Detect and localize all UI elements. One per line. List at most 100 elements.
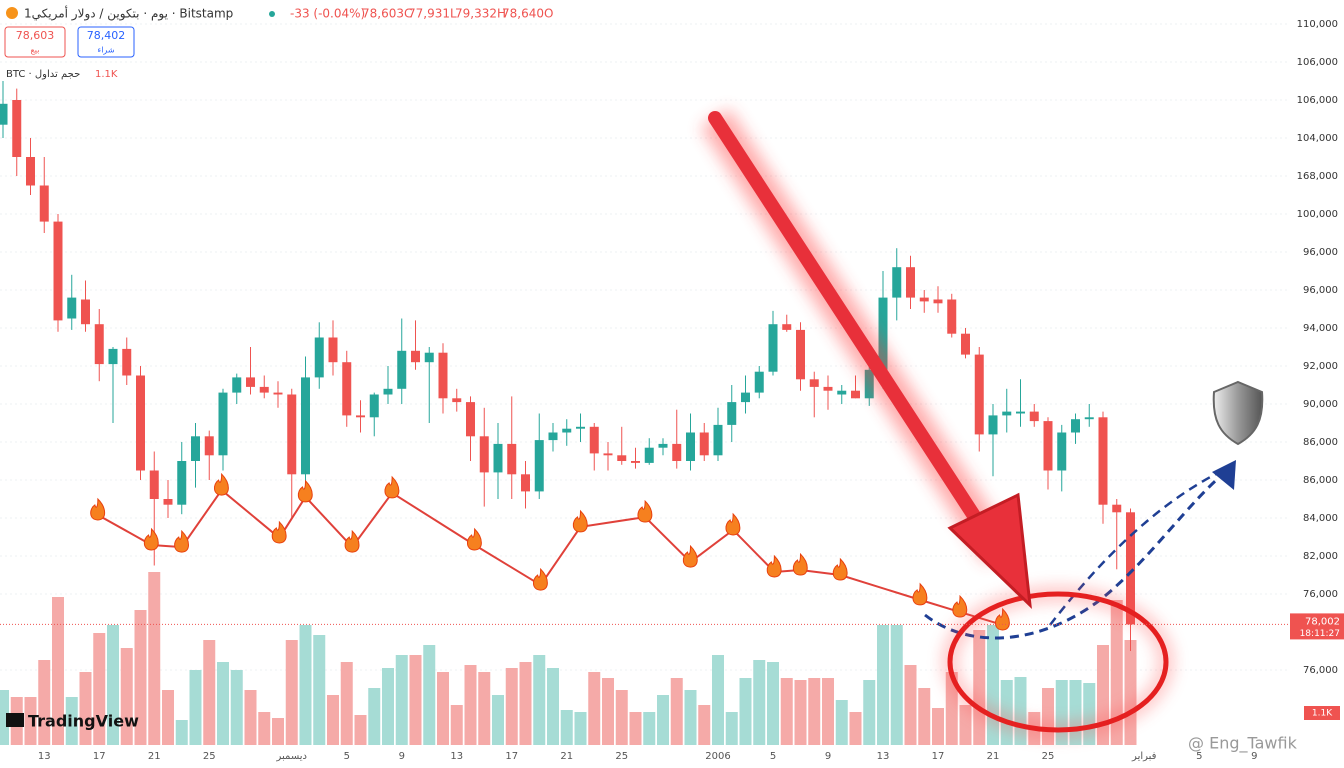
candle-body [933, 299, 943, 304]
candle-body [122, 348, 132, 376]
volume-bar [835, 700, 848, 745]
volume-bar [1014, 677, 1027, 745]
flame-marker [143, 527, 159, 551]
volume-bar [684, 690, 697, 745]
candle-body [314, 337, 324, 378]
y-tick-label: 76,000 [1303, 665, 1338, 676]
flame-marker [912, 582, 928, 606]
volume-bar [368, 688, 381, 745]
candle-body [713, 424, 723, 456]
y-tick-label: 106,000 [1297, 95, 1338, 106]
volume-bar [1000, 680, 1013, 745]
candle-body [961, 333, 970, 355]
x-tick-label: 17 [93, 751, 106, 762]
candle-body [136, 375, 145, 471]
candle-body [163, 499, 173, 505]
big-arrow [708, 111, 1002, 555]
candle-body [727, 402, 737, 425]
flame-marker [174, 529, 189, 553]
volume-bar [698, 705, 711, 745]
flame-marker [682, 544, 698, 568]
x-tick-label: 2006 [705, 751, 730, 762]
volume-bar [1110, 600, 1123, 745]
volume-bar [285, 640, 298, 745]
candle-body [1112, 504, 1122, 513]
volume-bar [712, 655, 724, 745]
volume-bar [643, 712, 656, 745]
candle-body [1002, 411, 1012, 416]
overlay [90, 472, 1010, 631]
x-tick-label: 25 [1042, 751, 1055, 762]
candle-body [397, 350, 407, 389]
y-tick-label: 168,000 [1297, 171, 1338, 182]
x-tick-label: 21 [148, 751, 161, 762]
candle-body [94, 324, 104, 365]
sell-label: بيع [31, 46, 40, 55]
candle-body [906, 267, 915, 298]
volume-bar [162, 690, 174, 745]
candle-body [548, 432, 558, 441]
candle-body [108, 348, 118, 365]
brand: TradingView [28, 712, 139, 731]
volume-bar [340, 662, 353, 745]
candles [0, 81, 1135, 651]
candle-body [658, 443, 668, 448]
candle-body [851, 390, 860, 399]
curve-arrowhead [1212, 460, 1236, 490]
volume-bar [313, 635, 326, 745]
y-tick-label: 110,000 [1297, 19, 1338, 30]
x-tick-label: 5 [1196, 751, 1202, 762]
volume-bar [1124, 640, 1137, 745]
volume-bar [395, 655, 408, 745]
y-tick-label: 100,000 [1297, 209, 1338, 220]
candle-body [273, 392, 283, 395]
candle-body [287, 394, 297, 475]
watermark: @ Eng_Tawfik [1188, 734, 1298, 754]
x-tick-label: 25 [615, 751, 628, 762]
volume-bar [987, 625, 999, 745]
high: 79,332H [455, 7, 506, 21]
volume-bar [258, 712, 271, 745]
candle-body [631, 461, 640, 463]
candle-body [878, 297, 888, 370]
volume-bar [65, 697, 78, 745]
candle-body [259, 386, 269, 393]
axes: 110,000 106,000 106,000 104,000 168,000 100,0… [0, 19, 1344, 762]
sell-box[interactable] [4, 26, 66, 58]
candle-body [356, 415, 365, 418]
flame-marker [766, 554, 782, 578]
candle-body [672, 443, 682, 461]
y-tick-label: 106,000 [1297, 57, 1338, 68]
candle-body [1057, 432, 1067, 471]
volume-bar [175, 720, 188, 745]
buy-label: شراء [97, 46, 114, 55]
candle-body [892, 267, 902, 298]
x-tick-label: 21 [987, 751, 1000, 762]
candle-body [26, 157, 35, 186]
volume-bar [657, 695, 669, 745]
sell-price: 78,603 [16, 29, 55, 42]
candle-body [823, 386, 833, 391]
candle-body [796, 329, 805, 380]
candle-body [218, 392, 228, 456]
volume-bar [38, 660, 51, 745]
y-tick-label: 94,000 [1303, 323, 1338, 334]
flame-marker [725, 512, 741, 536]
x-tick-label: 9 [399, 751, 405, 762]
volume-bar [505, 668, 518, 745]
volume-bar [107, 625, 119, 745]
candle-body [328, 337, 338, 363]
candle-body [603, 453, 613, 456]
volume-axis-label: 1.1K [1312, 709, 1333, 719]
candle-body [837, 390, 847, 395]
volume-bar [24, 697, 37, 745]
candle-body [81, 299, 90, 325]
close: 78,603C [362, 7, 412, 21]
candle-body [177, 461, 187, 505]
buy-box[interactable] [77, 26, 135, 58]
candle-body [686, 432, 695, 461]
flame-marker [792, 552, 808, 576]
x-tick-label: فبراير [1131, 751, 1157, 762]
candle-body [809, 379, 819, 387]
volume-bar [464, 665, 477, 745]
